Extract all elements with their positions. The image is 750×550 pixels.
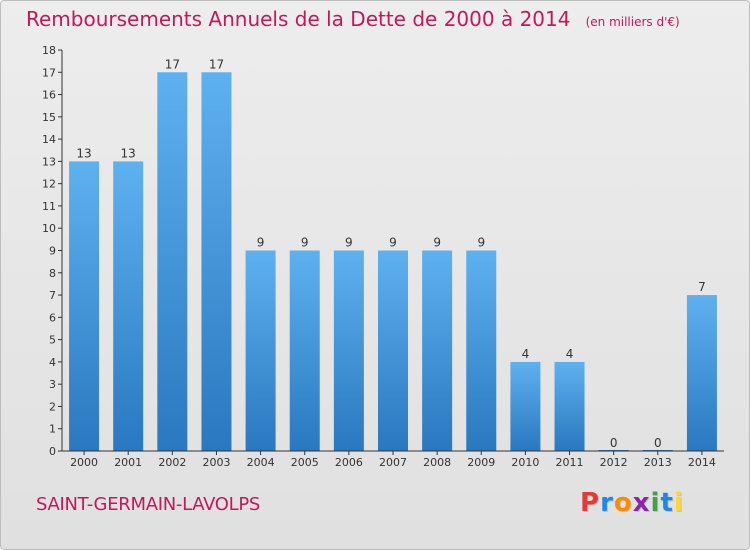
x-tick-label: 2001 <box>114 456 142 469</box>
proxiti-logo[interactable]: Proxiti <box>580 488 684 518</box>
brand-letter: i <box>673 488 684 518</box>
bar-value-label: 4 <box>566 347 574 361</box>
y-tick-label: 8 <box>49 267 56 280</box>
y-tick-label: 16 <box>42 89 56 102</box>
bar-2006 <box>333 250 364 451</box>
y-tick-label: 10 <box>42 222 56 235</box>
x-tick-label: 2002 <box>158 456 186 469</box>
bar-value-label: 9 <box>477 236 485 250</box>
bars-group: 13 13 17 17 9 9 9 9 9 9 4 4 0 0 7 <box>69 57 717 452</box>
commune-name: SAINT-GERMAIN-LAVOLPS <box>36 494 261 515</box>
y-tick-label: 18 <box>42 44 56 57</box>
bar-2001 <box>113 161 144 451</box>
y-tick-label: 12 <box>42 178 56 191</box>
y-tick-label: 1 <box>49 423 56 436</box>
bar-2008 <box>422 250 453 451</box>
y-tick-label: 15 <box>42 111 56 124</box>
bar-value-label: 13 <box>121 146 136 160</box>
y-tick-label: 14 <box>42 133 56 146</box>
x-axis: 2000 2001 2002 2003 2004 2005 2006 2007 2008 2009… <box>62 450 724 469</box>
x-tick-label: 2013 <box>644 456 672 469</box>
bar-2009 <box>466 250 497 451</box>
x-tick-label: 2004 <box>247 456 275 469</box>
bar-2005 <box>289 250 320 451</box>
x-tick-label: 2006 <box>335 456 363 469</box>
bar-value-label: 17 <box>209 57 224 71</box>
bar-value-label: 9 <box>301 236 309 250</box>
x-tick-label: 2008 <box>423 456 451 469</box>
y-tick-label: 9 <box>49 245 56 258</box>
bar-value-label: 9 <box>345 236 353 250</box>
y-tick-label: 7 <box>49 289 56 302</box>
bar-value-label: 0 <box>610 436 618 450</box>
bar-2004 <box>245 250 276 451</box>
bar-value-label: 9 <box>433 236 441 250</box>
brand-letter: P <box>580 488 601 518</box>
brand-letter: t <box>660 488 674 518</box>
y-tick-label: 13 <box>42 155 56 168</box>
bar-2003 <box>201 72 232 452</box>
x-tick-label: 2014 <box>688 456 716 469</box>
chart-title: Remboursements Annuels de la Dette de 20… <box>26 7 571 31</box>
bar-value-label: 13 <box>76 146 91 160</box>
bar-2002 <box>157 72 188 452</box>
chart-subtitle: (en milliers d'€) <box>585 15 680 29</box>
y-tick-label: 3 <box>49 378 56 391</box>
brand-letter: r <box>600 488 614 518</box>
x-tick-label: 2000 <box>70 456 98 469</box>
bar-value-label: 9 <box>389 236 397 250</box>
x-tick-label: 2010 <box>511 456 539 469</box>
chart-header: Remboursements Annuels de la Dette de 20… <box>26 7 680 31</box>
bar-value-label: 0 <box>654 436 662 450</box>
x-tick-label: 2005 <box>291 456 319 469</box>
x-tick-label: 2007 <box>379 456 407 469</box>
y-tick-label: 6 <box>49 311 56 324</box>
brand-letter: i <box>650 488 661 518</box>
bar-2014 <box>686 295 717 451</box>
x-tick-label: 2011 <box>556 456 584 469</box>
y-tick-label: 17 <box>42 66 56 79</box>
bar-2000 <box>69 161 100 451</box>
x-tick-label: 2003 <box>202 456 230 469</box>
x-tick-label: 2012 <box>600 456 628 469</box>
y-tick-label: 11 <box>42 200 56 213</box>
y-tick-label: 0 <box>49 445 56 458</box>
bar-value-label: 7 <box>698 280 706 294</box>
bar-value-label: 17 <box>165 57 180 71</box>
bar-2010 <box>510 361 541 451</box>
brand-letter: o <box>613 488 633 518</box>
y-tick-label: 5 <box>49 334 56 347</box>
brand-letter: x <box>632 488 651 518</box>
bar-value-label: 9 <box>257 236 265 250</box>
bar-value-label: 4 <box>522 347 530 361</box>
bar-2007 <box>378 250 408 451</box>
y-tick-label: 2 <box>49 400 56 413</box>
bar-2011 <box>554 361 585 451</box>
y-tick-label: 4 <box>49 356 56 369</box>
x-tick-label: 2009 <box>467 456 495 469</box>
